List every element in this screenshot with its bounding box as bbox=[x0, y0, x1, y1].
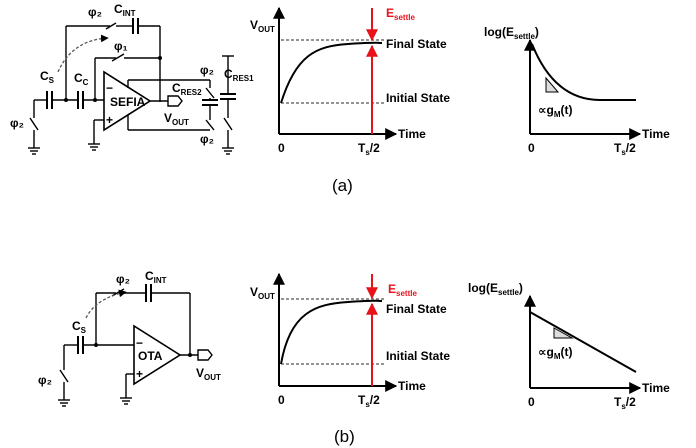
x-origin-label: 0 bbox=[528, 395, 535, 409]
minus-sign-b: − bbox=[136, 336, 143, 350]
cint-label-a: CINT bbox=[114, 2, 136, 18]
cint-capacitor-b bbox=[145, 284, 152, 302]
x-origin-label: 0 bbox=[278, 393, 285, 407]
initial-state-label: Initial State bbox=[386, 91, 450, 105]
initial-state-label: Initial State bbox=[386, 349, 450, 363]
phi2-res-bot-label: φ₂ bbox=[200, 132, 214, 146]
charge-transfer-arrow bbox=[85, 289, 127, 319]
final-state-label: Final State bbox=[386, 302, 447, 316]
cc-label-a: CC bbox=[74, 71, 89, 87]
cres2-capacitor bbox=[202, 99, 218, 106]
y-axis-label: log(Esettle) bbox=[484, 25, 539, 41]
log-plot-a: log(Esettle) Time 0 Ts/2 ∝gM(t) bbox=[484, 25, 670, 157]
vout-label-b: VOUT bbox=[196, 366, 221, 382]
y-axis-label: VOUT bbox=[250, 18, 275, 34]
plus-sign-b: + bbox=[136, 367, 143, 381]
amp-label-a: SEFIA bbox=[110, 95, 146, 109]
phi2-input-label-a: φ₂ bbox=[10, 116, 24, 130]
y-axis-label: log(Esettle) bbox=[468, 281, 523, 297]
y-axis-label: VOUT bbox=[250, 285, 275, 301]
x-origin-label: 0 bbox=[278, 141, 285, 155]
cs-capacitor-b bbox=[77, 336, 84, 354]
settling-curve bbox=[280, 41, 383, 104]
caption-a: (a) bbox=[332, 176, 353, 195]
x-axis-label: Time bbox=[398, 379, 426, 393]
cs-capacitor-a bbox=[46, 91, 53, 109]
phi2-top-label-a: φ₂ bbox=[88, 5, 102, 19]
slope-triangle bbox=[553, 327, 574, 339]
slope-label: ∝gM(t) bbox=[538, 345, 573, 361]
cint-capacitor-a bbox=[132, 18, 139, 34]
error-decay-curve bbox=[531, 43, 636, 101]
x-origin-label: 0 bbox=[528, 141, 535, 155]
ota-amplifier bbox=[133, 324, 182, 386]
settling-curve bbox=[280, 299, 383, 365]
vout-plot-a: VOUT Time 0 Ts/2 Esettle Final State Ini… bbox=[250, 6, 450, 157]
ts-tick-label: Ts/2 bbox=[614, 141, 636, 157]
sefia-amplifier bbox=[103, 70, 152, 132]
input-switch-a bbox=[28, 100, 40, 155]
vout-plot-b: VOUT Time 0 Ts/2 Esettle Final State Ini… bbox=[250, 272, 450, 409]
phi1-label-a: φ₁ bbox=[114, 39, 128, 53]
ts-tick-label: Ts/2 bbox=[358, 393, 380, 409]
log-plot-b: log(Esettle) Time 0 Ts/2 ∝gM(t) bbox=[468, 281, 670, 411]
vout-label-a: VOUT bbox=[164, 111, 189, 127]
x-axis-label: Time bbox=[398, 127, 426, 141]
node-dot bbox=[158, 56, 162, 60]
ts-tick-label: Ts/2 bbox=[614, 395, 636, 411]
output-pin-a bbox=[167, 95, 183, 107]
cres1-capacitor bbox=[220, 93, 236, 100]
x-axis-label: Time bbox=[642, 127, 670, 141]
error-decay-line bbox=[529, 311, 637, 373]
phi2-input-label-b: φ₂ bbox=[38, 373, 52, 387]
esettle-label: Esettle bbox=[388, 282, 417, 298]
cs-label-b: CS bbox=[72, 319, 87, 335]
caption-b: (b) bbox=[334, 427, 355, 446]
esettle-label: Esettle bbox=[386, 6, 415, 22]
ts-tick-label: Ts/2 bbox=[358, 141, 380, 157]
cres2-label: CRES2 bbox=[172, 81, 202, 97]
slope-triangle bbox=[545, 76, 560, 93]
circuit-b: φ₂ CS φ₂ CINT OTA − + bbox=[38, 269, 221, 407]
slope-label: ∝gM(t) bbox=[538, 103, 573, 119]
circuit-a: φ₂ CS CC φ₂ CINT bbox=[10, 2, 254, 155]
node-dot bbox=[188, 353, 192, 357]
cres1-label: CRES1 bbox=[224, 67, 254, 83]
x-axis-label: Time bbox=[642, 381, 670, 395]
cc-capacitor-a bbox=[77, 91, 84, 109]
cs-label-a: CS bbox=[40, 69, 55, 85]
plus-sign-a: + bbox=[106, 113, 113, 127]
output-pin-b bbox=[197, 349, 213, 361]
phi2-top-label-b: φ₂ bbox=[116, 272, 130, 286]
final-state-label: Final State bbox=[386, 37, 447, 51]
phi2-res-top-label: φ₂ bbox=[200, 63, 214, 77]
amp-label-b: OTA bbox=[138, 349, 163, 363]
cint-label-b: CINT bbox=[145, 269, 167, 285]
minus-sign-a: − bbox=[106, 81, 113, 95]
charge-transfer-arrow bbox=[57, 34, 109, 73]
